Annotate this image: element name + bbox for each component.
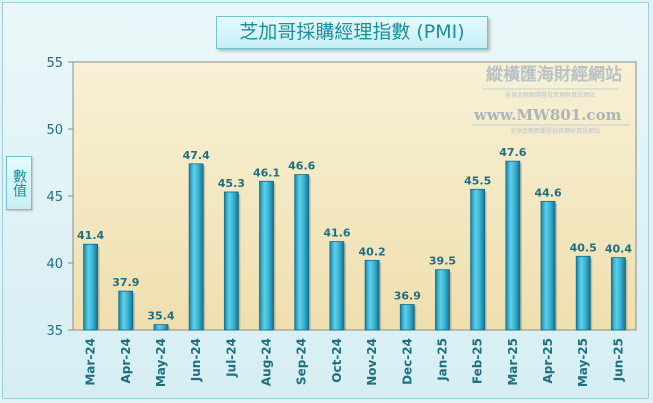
x-tick-label: Jul-24 — [224, 338, 238, 378]
x-tick-label: Nov-24 — [365, 338, 379, 386]
x-tick-label: May-24 — [154, 338, 168, 387]
data-label: 45.3 — [218, 177, 245, 190]
y-axis: 35 40 45 50 55 — [46, 56, 73, 339]
x-tick-label: Mar-24 — [84, 338, 98, 386]
bar — [329, 241, 345, 331]
watermark-site-name: 縱橫匯海財經網站 — [486, 64, 622, 85]
x-tick-label: Sep-24 — [295, 338, 309, 385]
bar — [118, 290, 134, 331]
data-label: 45.5 — [464, 174, 491, 187]
bar — [153, 324, 169, 331]
bar — [540, 200, 556, 331]
bar — [575, 255, 591, 331]
bar — [364, 259, 380, 331]
data-label: 44.6 — [534, 186, 561, 199]
data-label: 37.9 — [112, 276, 139, 289]
bar — [435, 269, 450, 331]
x-tick-label: May-25 — [576, 338, 590, 387]
data-label: 40.2 — [359, 245, 386, 258]
x-tick-label: Aug-24 — [260, 338, 274, 386]
watermark-url-tagline: 全球金融新聞暨投資理財資訊網站 — [510, 127, 600, 135]
bar — [505, 160, 521, 331]
x-tick-label: Apr-25 — [541, 338, 555, 383]
data-label: 40.4 — [605, 243, 632, 256]
data-label: 36.9 — [394, 290, 421, 303]
watermark-url: www.MW801.com — [473, 106, 622, 124]
x-tick-label: Mar-25 — [506, 338, 520, 386]
bar — [259, 180, 274, 331]
bars — [83, 160, 628, 331]
y-tick-label: 40 — [46, 257, 63, 272]
bar — [611, 257, 626, 331]
x-tick-label: Jun-25 — [611, 338, 625, 382]
y-tick-label: 55 — [46, 56, 63, 71]
watermark-site-tagline: 全球金融新聞暨投資理財資訊網站 — [505, 91, 595, 99]
bar — [188, 163, 204, 331]
x-tick-label: Dec-24 — [400, 338, 414, 385]
data-label: 39.5 — [429, 255, 456, 268]
y-tick-label: 35 — [46, 324, 63, 339]
x-tick-label: Oct-24 — [330, 338, 344, 383]
bar — [223, 191, 239, 331]
bar — [83, 243, 98, 331]
bar — [294, 174, 310, 331]
y-tick-label: 50 — [46, 123, 63, 138]
data-label: 46.6 — [288, 160, 315, 173]
bar — [399, 304, 415, 331]
data-label: 47.4 — [183, 149, 210, 162]
x-tick-label: Jan-25 — [435, 338, 449, 382]
x-tick-label: Jun-24 — [189, 338, 203, 382]
bar — [470, 188, 486, 331]
data-label: 40.5 — [570, 241, 597, 254]
chart-title: 芝加哥採購經理指數 (PMI) — [216, 16, 488, 49]
x-tick-label: Apr-24 — [119, 338, 133, 383]
data-label: 41.4 — [77, 229, 104, 242]
watermark: 縱橫匯海財經網站 全球金融新聞暨投資理財資訊網站 www.MW801.com 全… — [472, 64, 630, 135]
data-label: 41.6 — [323, 227, 350, 240]
data-label: 47.6 — [499, 146, 526, 159]
x-tick-label: Feb-25 — [471, 338, 485, 384]
data-label: 35.4 — [147, 310, 174, 323]
data-label: 46.1 — [253, 166, 280, 179]
x-axis: Mar-24 Apr-24 May-24 Jun-24 Jul-24 Aug-24 Sep-… — [84, 338, 626, 387]
data-labels: 41.4 37.9 35.4 47.4 45.3 46.1 46.6 41.6 40.2 36.9… — [77, 146, 632, 322]
y-axis-label: 數值 — [6, 156, 32, 210]
y-tick-label: 45 — [46, 190, 63, 205]
